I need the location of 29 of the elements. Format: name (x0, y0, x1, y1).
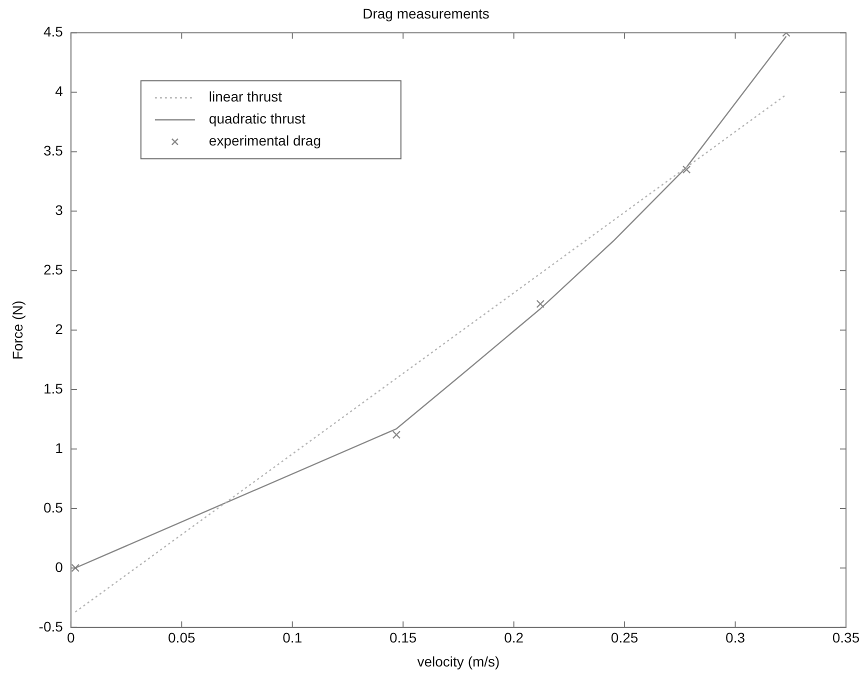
legend-label: quadratic thrust (208, 110, 306, 127)
point (536, 300, 545, 308)
x-tick-label: 0.25 (610, 630, 638, 646)
y-tick-label: 4 (55, 83, 64, 100)
chart-title: Drag measurements (362, 5, 490, 22)
point (71, 564, 80, 572)
y-tick-label: 0.5 (43, 499, 64, 516)
point (392, 430, 401, 439)
y-tick-label: 1.5 (43, 380, 64, 396)
x-tick-label: 0.1 (282, 630, 302, 646)
x-tick-label: 0 (67, 630, 76, 646)
y-tick-label: 3.5 (43, 142, 64, 159)
legend-label: experimental drag (208, 132, 321, 149)
x-tick-label: 0.05 (168, 630, 196, 646)
x-tick-label: 0.2 (504, 630, 524, 646)
x-axis-title: velocity (m/s) (417, 653, 500, 670)
x-tick-label: 0.35 (832, 630, 860, 646)
y-axis-title: Force (N) (9, 300, 26, 360)
y-tick-label: -0.5 (38, 618, 64, 634)
y-tick-label: 0 (55, 558, 64, 575)
y-tick-label: 2 (55, 320, 64, 337)
x-tick-label: 0.3 (726, 630, 746, 646)
point (682, 165, 691, 174)
legend-label: linear thrust (208, 88, 282, 105)
y-tick-label: 2.5 (43, 262, 64, 278)
y-tick-label: 3 (55, 202, 64, 218)
x-tick-label: 0.15 (389, 630, 417, 646)
y-tick-label: 4.5 (43, 24, 64, 40)
y-tick-label: 1 (55, 440, 64, 456)
